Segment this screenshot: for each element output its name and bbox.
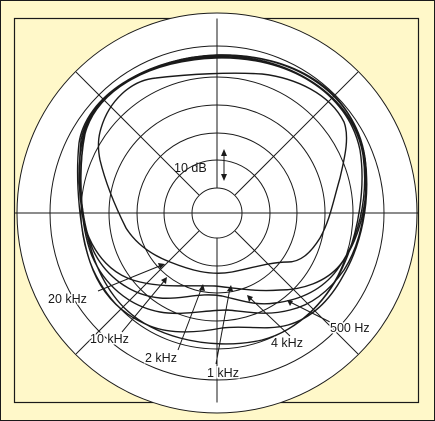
leader-20-khz bbox=[97, 264, 163, 292]
arrowhead-20-khz bbox=[158, 263, 165, 269]
curve-4-khz bbox=[78, 56, 366, 305]
polar-response-curves bbox=[76, 54, 368, 345]
leader-arrows bbox=[97, 264, 331, 365]
leader-10-khz bbox=[121, 279, 166, 333]
arrowhead-1-khz bbox=[227, 285, 233, 291]
label-20-khz: 20 kHz bbox=[48, 292, 87, 306]
curve-20-khz bbox=[97, 72, 348, 274]
leader-arrowheads bbox=[158, 263, 293, 306]
label-4-khz: 4 kHz bbox=[271, 336, 303, 350]
polar-grid bbox=[14, 12, 419, 414]
frequency-labels: 20 kHz 10 kHz 2 kHz 1 kHz 4 kHz 500 Hz bbox=[47, 291, 372, 382]
scale-arrowhead-down bbox=[221, 174, 227, 181]
curve-2-khz bbox=[76, 55, 368, 333]
leader-500-hz bbox=[289, 301, 331, 323]
label-10-khz: 10 kHz bbox=[90, 332, 129, 346]
label-500-hz: 500 Hz bbox=[330, 321, 370, 335]
scale-label: 10 dB bbox=[174, 161, 207, 175]
arrowhead-2-khz bbox=[199, 284, 205, 291]
curve-10-khz bbox=[80, 57, 363, 345]
leader-1-khz bbox=[215, 287, 231, 365]
scale-arrowhead-up bbox=[221, 149, 227, 156]
grid-diagonal bbox=[75, 71, 200, 196]
label-1-khz: 1 kHz bbox=[207, 366, 239, 380]
grid-diagonal bbox=[234, 71, 359, 196]
curve-1-khz bbox=[80, 54, 367, 315]
grid-diagonal bbox=[234, 230, 359, 355]
leader-4-khz bbox=[249, 297, 291, 337]
leader-2-khz bbox=[177, 286, 203, 351]
scale-indicator: 10 dB bbox=[174, 149, 227, 181]
arrowhead-4-khz bbox=[247, 295, 253, 302]
label-2-khz: 2 kHz bbox=[145, 351, 177, 365]
arrowhead-10-khz bbox=[161, 277, 167, 284]
arrowhead-500-hz bbox=[287, 300, 293, 306]
